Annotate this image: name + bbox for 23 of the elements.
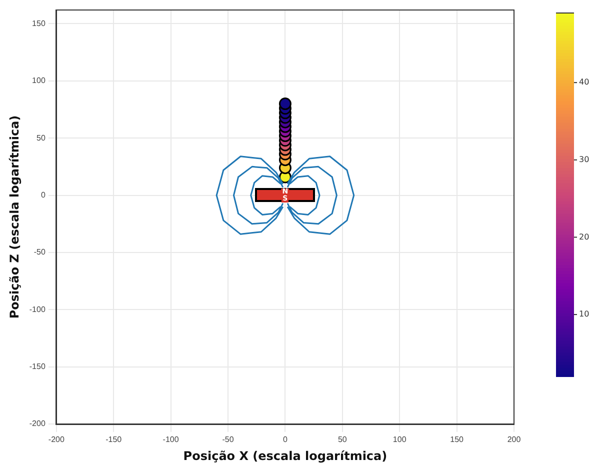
x-tick-label: -200 [48, 435, 65, 444]
x-tick-label: -150 [106, 435, 122, 444]
color-bar-label: 10 [579, 310, 589, 319]
y-tick-label: 100 [32, 76, 46, 86]
y-tick-label: -150 [29, 362, 46, 372]
x-tick-label: 0 [282, 435, 288, 444]
y-tick-label: 50 [36, 133, 46, 142]
y-tick-label: -200 [29, 419, 46, 428]
x-tick-label: 100 [392, 435, 407, 444]
y-tick-label: -50 [34, 248, 46, 257]
x-tick-label: 200 [507, 435, 522, 444]
x-axis-title: Posição X (escala logarítmica) [183, 448, 388, 463]
color-bar-label: 30 [579, 154, 589, 164]
color-bar-label: 40 [579, 78, 589, 87]
y-tick-label: -100 [29, 304, 46, 314]
color-bar-label: 20 [579, 232, 589, 242]
y-tick-label: 0 [40, 190, 46, 200]
y-tick-label: 150 [32, 18, 46, 28]
x-tick-label: -100 [162, 435, 180, 444]
x-tick-label: -50 [222, 435, 234, 444]
x-tick-label: 50 [338, 435, 348, 444]
x-tick-label: 150 [450, 435, 464, 444]
y-axis-title: Posição Z (escala logarítmica) [7, 115, 22, 319]
